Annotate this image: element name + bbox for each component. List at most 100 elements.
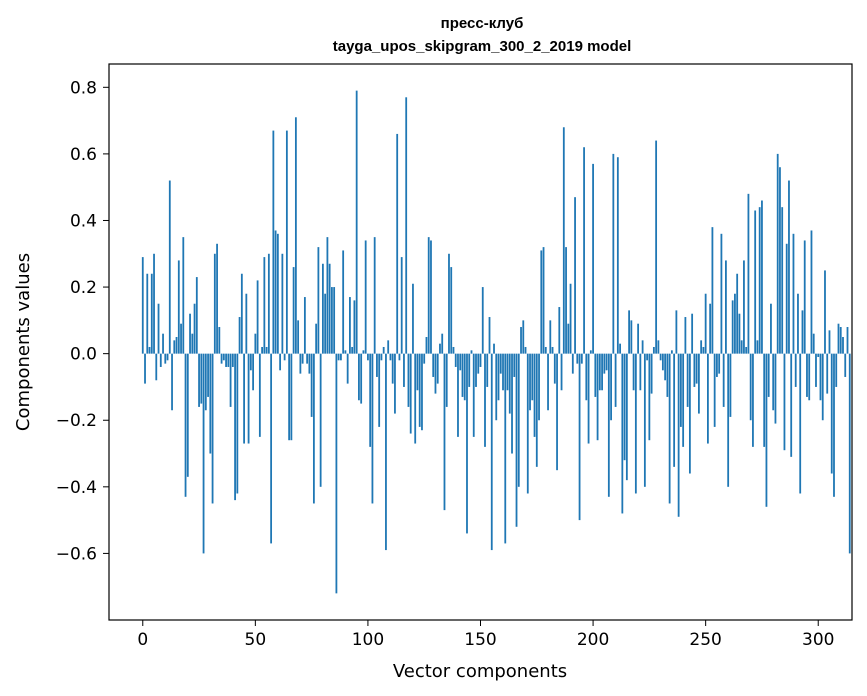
bar <box>625 353 628 481</box>
bar <box>274 230 277 354</box>
x-tick-label: 0 <box>137 630 148 650</box>
x-tick-label: 150 <box>464 630 496 650</box>
bar <box>254 333 257 354</box>
bar <box>157 303 160 354</box>
bar <box>461 353 464 397</box>
bar <box>666 353 669 397</box>
bar <box>774 353 777 424</box>
bar <box>171 353 173 411</box>
bar <box>463 353 466 401</box>
bar <box>200 353 203 404</box>
bar <box>373 237 376 354</box>
bar <box>803 240 806 354</box>
bar <box>324 293 327 354</box>
bar <box>506 353 509 391</box>
bar <box>346 353 349 384</box>
bar <box>276 233 279 354</box>
bar <box>686 353 689 407</box>
bar <box>445 353 448 407</box>
bar <box>497 353 500 401</box>
bar <box>299 353 302 374</box>
bar <box>234 353 236 501</box>
bar <box>387 340 390 354</box>
bar <box>673 353 676 467</box>
bar <box>522 320 525 354</box>
bar <box>830 353 833 474</box>
bar <box>531 353 534 401</box>
bar <box>589 350 592 354</box>
bar <box>819 353 822 401</box>
bar <box>394 353 396 414</box>
bar <box>249 353 252 371</box>
bar <box>290 353 293 441</box>
bar <box>191 333 194 354</box>
bar <box>376 353 378 377</box>
bar <box>150 273 153 354</box>
bar <box>155 353 158 381</box>
bar <box>628 310 630 354</box>
bar <box>450 267 453 354</box>
bar <box>675 310 678 354</box>
bar <box>362 350 365 354</box>
bar <box>360 353 363 404</box>
bar <box>799 353 802 494</box>
bar <box>389 353 392 361</box>
bar <box>562 127 565 354</box>
bar <box>603 353 606 374</box>
bar <box>416 353 419 391</box>
bar <box>756 340 759 354</box>
bar <box>711 227 714 354</box>
bar <box>434 353 437 394</box>
bar <box>229 353 232 407</box>
bar <box>792 233 795 354</box>
bar <box>502 353 504 391</box>
bar <box>749 353 752 421</box>
y-tick-label: 0.6 <box>70 145 97 165</box>
bar <box>475 353 477 387</box>
y-tick-label: 0.2 <box>70 278 97 298</box>
bar <box>716 353 718 377</box>
bar <box>810 230 813 354</box>
bar <box>261 346 263 354</box>
bar <box>677 353 680 517</box>
bar <box>776 153 779 354</box>
bar <box>752 353 754 447</box>
bar <box>281 253 284 354</box>
bar <box>297 320 300 354</box>
bar <box>772 353 775 411</box>
bar <box>153 253 155 354</box>
bar <box>283 353 286 361</box>
bar <box>826 353 829 394</box>
x-axis-ticks: 0 50 100 150 200 250 300 <box>137 620 834 650</box>
bar <box>468 353 471 387</box>
bar <box>846 327 849 354</box>
bar <box>285 130 288 354</box>
bar <box>175 337 178 354</box>
bar <box>698 353 700 414</box>
bar <box>317 247 320 354</box>
bar <box>596 353 599 441</box>
bar <box>684 317 687 354</box>
bar <box>515 353 518 527</box>
bar <box>535 353 538 467</box>
bar <box>414 353 417 444</box>
bar <box>222 353 225 361</box>
bar <box>202 353 205 554</box>
bar <box>547 353 549 411</box>
bar <box>612 153 615 354</box>
bar <box>801 310 804 354</box>
bar <box>815 353 817 387</box>
bar <box>511 353 513 454</box>
bar <box>448 253 450 354</box>
bar <box>326 237 329 354</box>
bar <box>303 297 306 354</box>
bar <box>580 353 583 364</box>
bar <box>193 303 196 354</box>
bar <box>270 353 273 544</box>
bar <box>182 237 185 354</box>
bar <box>718 353 721 374</box>
bar <box>486 353 489 387</box>
bar <box>292 267 295 354</box>
bar <box>252 353 254 391</box>
bar <box>639 353 642 391</box>
